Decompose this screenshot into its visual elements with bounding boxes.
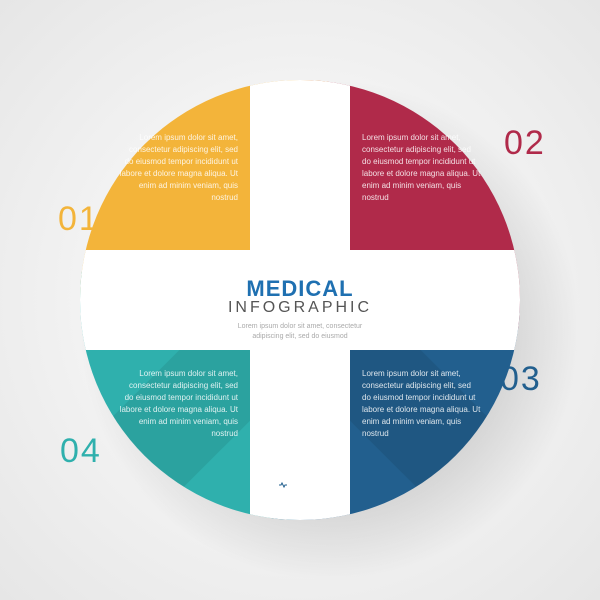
heart-icon xyxy=(266,468,300,502)
segment-01-number: 01 xyxy=(58,200,100,239)
pill-icon xyxy=(468,268,502,302)
segment-01-text: Lorem ipsum dolor sit amet, consectetur … xyxy=(118,132,238,204)
infographic-stage: MEDICAL INFOGRAPHIC Lorem ipsum dolor si… xyxy=(0,0,600,600)
center-title-line1: MEDICAL xyxy=(228,278,372,300)
segment-02-number: 02 xyxy=(504,124,546,163)
segment-04-text: Lorem ipsum dolor sit amet, consectetur … xyxy=(118,368,238,440)
segment-03-number: 03 xyxy=(500,360,542,399)
center-title: MEDICAL INFOGRAPHIC xyxy=(228,278,372,316)
center-subtext: Lorem ipsum dolor sit amet, consectetur … xyxy=(235,322,365,342)
center-title-line2: INFOGRAPHIC xyxy=(228,300,372,316)
segment-04-number: 04 xyxy=(60,432,102,471)
thermometer-icon xyxy=(100,300,134,334)
plus-icon xyxy=(302,100,336,134)
segment-02-text: Lorem ipsum dolor sit amet, consectetur … xyxy=(362,132,482,204)
segment-03-text: Lorem ipsum dolor sit amet, consectetur … xyxy=(362,368,482,440)
